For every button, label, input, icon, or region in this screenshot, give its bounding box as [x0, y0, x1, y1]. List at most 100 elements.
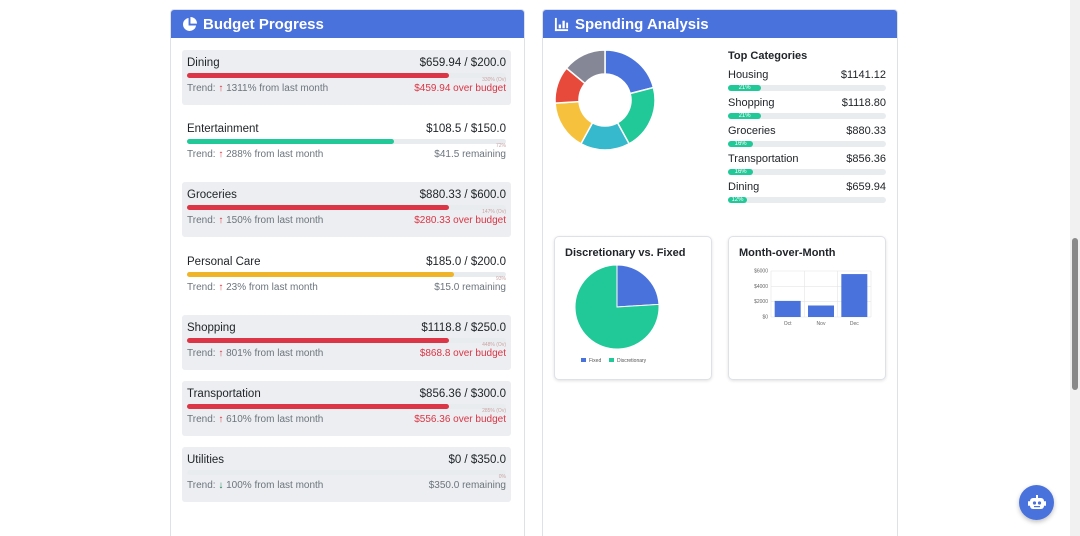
budget-status: $556.36 over budget [414, 414, 506, 425]
top-category-name: Dining [728, 181, 760, 193]
top-category-bar: 21% [728, 113, 886, 119]
trend-text: Trend: ↑ 1311% from last month [187, 83, 328, 94]
bar-xtick: Dec [850, 321, 859, 327]
top-categories-list: Housing $1141.12 21% Shopping $1118.80 21% Gro… [728, 69, 886, 203]
discretionary-pie-chart: Fixed Discretionary [574, 264, 660, 364]
budget-amount: $0 / $350.0 [448, 454, 506, 466]
budget-progress-text: 285% (Ov) [482, 408, 506, 414]
budget-amount: $880.33 / $600.0 [419, 189, 506, 201]
budget-item-header: Personal Care $185.0 / $200.0 [187, 256, 506, 268]
top-category-line: Dining $659.94 [728, 181, 886, 193]
bar-ytick: $0 [762, 315, 768, 321]
bar-ytick: $4000 [754, 284, 768, 290]
budget-item-dining: Dining $659.94 / $200.0 330% (Ov) Trend: ↑ … [182, 50, 511, 105]
budget-progress-fill [187, 73, 449, 78]
top-category-fill: 16% [728, 169, 754, 175]
top-category-amount: $1118.80 [841, 97, 886, 109]
bar-chart-icon [554, 17, 569, 31]
budget-category-name: Dining [187, 57, 220, 69]
top-category-line: Shopping $1118.80 [728, 97, 886, 109]
top-category-fill: 16% [728, 141, 754, 147]
budget-status: $868.8 over budget [419, 348, 506, 359]
budget-amount: $659.94 / $200.0 [419, 57, 506, 69]
budget-item-header: Groceries $880.33 / $600.0 [187, 189, 506, 201]
trend-label: Trend: [187, 83, 219, 94]
top-category-transportation: Transportation $856.36 16% [728, 153, 886, 175]
trend-arrow-icon: ↑ [218, 83, 224, 94]
top-category-line: Transportation $856.36 [728, 153, 886, 165]
budget-item-shopping: Shopping $1118.8 / $250.0 448% (Ov) Trend: … [182, 315, 511, 370]
budget-progress-bar: 147% (Ov) [187, 205, 506, 215]
budget-category-name: Entertainment [187, 123, 259, 135]
top-category-line: Groceries $880.33 [728, 125, 886, 137]
budget-item-footer: Trend: ↑ 610% from last month $556.36 ove… [187, 414, 506, 425]
top-category-housing: Housing $1141.12 21% [728, 69, 886, 91]
top-category-dining: Dining $659.94 12% [728, 181, 886, 203]
trend-value: 801% from last month [223, 348, 324, 359]
discretionary-card: Discretionary vs. Fixed Fixed Discretiona… [554, 236, 712, 380]
trend-value: 288% from last month [223, 149, 324, 160]
trend-label: Trend: [187, 480, 219, 491]
donut-slice-5 [565, 49, 606, 85]
top-category-shopping: Shopping $1118.80 21% [728, 97, 886, 119]
budget-item-footer: Trend: ↑ 150% from last month $280.33 ove… [187, 215, 506, 226]
budget-status: $459.94 over budget [414, 83, 506, 94]
bar-oct [774, 300, 801, 317]
budget-amount: $1118.8 / $250.0 [421, 322, 506, 334]
donut-svg [554, 49, 656, 151]
trend-value: 1311% from last month [223, 83, 329, 94]
bar-xtick: Nov [817, 321, 826, 327]
scrollbar-thumb[interactable] [1072, 238, 1078, 390]
budget-item-footer: Trend: ↑ 288% from last month $41.5 remai… [187, 149, 506, 160]
budget-item-transportation: Transportation $856.36 / $300.0 285% (Ov) T… [182, 381, 511, 436]
budget-progress-bar: 0% [187, 470, 506, 480]
budget-item-footer: Trend: ↑ 1311% from last month $459.94 ov… [187, 83, 506, 94]
budget-progress-fill [187, 404, 449, 409]
budget-progress-text: 147% (Ov) [482, 209, 506, 215]
pie-chart-icon [183, 16, 197, 31]
month-over-month-bar-chart: $6000 $4000 $2000 $0 Oct Nov Dec [754, 269, 872, 327]
pie-legend-label: Fixed [589, 358, 601, 364]
budget-item-header: Shopping $1118.8 / $250.0 [187, 322, 506, 334]
top-categories-title: Top Categories [728, 50, 808, 62]
trend-text: Trend: ↑ 23% from last month [187, 282, 318, 293]
budget-item-footer: Trend: ↑ 801% from last month $868.8 over… [187, 348, 506, 359]
top-category-amount: $1141.12 [840, 69, 886, 81]
budget-progress-fill [187, 338, 449, 343]
top-category-fill: 21% [728, 85, 762, 91]
top-category-name: Transportation [728, 153, 799, 165]
trend-label: Trend: [187, 149, 219, 160]
top-category-name: Groceries [728, 125, 776, 137]
trend-text: Trend: ↑ 288% from last month [187, 149, 323, 160]
pie-slice-fixed [616, 264, 660, 308]
budget-progress-text: 0% [498, 474, 506, 480]
pie-legend-label: Discretionary [617, 358, 647, 364]
budget-amount: $856.36 / $300.0 [419, 388, 506, 400]
scrollbar[interactable] [1070, 0, 1080, 536]
budget-status: $15.0 remaining [434, 282, 506, 293]
budget-progress-fill [187, 205, 449, 210]
budget-amount: $185.0 / $200.0 [426, 256, 506, 268]
pie-legend-swatch [609, 358, 614, 362]
trend-text: Trend: ↑ 150% from last month [187, 215, 323, 226]
budget-progress-card: Budget Progress Dining $659.94 / $200.0 33… [170, 9, 525, 536]
top-category-name: Shopping [728, 97, 775, 109]
trend-arrow-icon: ↑ [218, 149, 224, 160]
bar-dec [841, 274, 868, 317]
budget-category-name: Personal Care [187, 256, 261, 268]
month-over-month-card: Month-over-Month $6000 $4000 $2000 $0 Oct Nov… [728, 236, 886, 380]
top-category-name: Housing [728, 69, 769, 81]
assistant-button[interactable] [1019, 485, 1054, 520]
budget-category-name: Groceries [187, 189, 237, 201]
top-category-bar: 21% [728, 85, 886, 91]
trend-text: Trend: ↑ 610% from last month [187, 414, 323, 425]
budget-progress-text: 72% [495, 143, 506, 149]
top-category-fill: 21% [728, 113, 762, 119]
top-category-bar: 16% [728, 169, 886, 175]
top-categories: Top Categories Housing $1141.12 21% Shoppin… [728, 50, 886, 209]
top-category-amount: $856.36 [846, 153, 886, 165]
trend-label: Trend: [187, 348, 219, 359]
discretionary-title: Discretionary vs. Fixed [565, 247, 686, 259]
month-over-month-title: Month-over-Month [739, 247, 836, 259]
top-category-bar: 12% [728, 197, 886, 203]
